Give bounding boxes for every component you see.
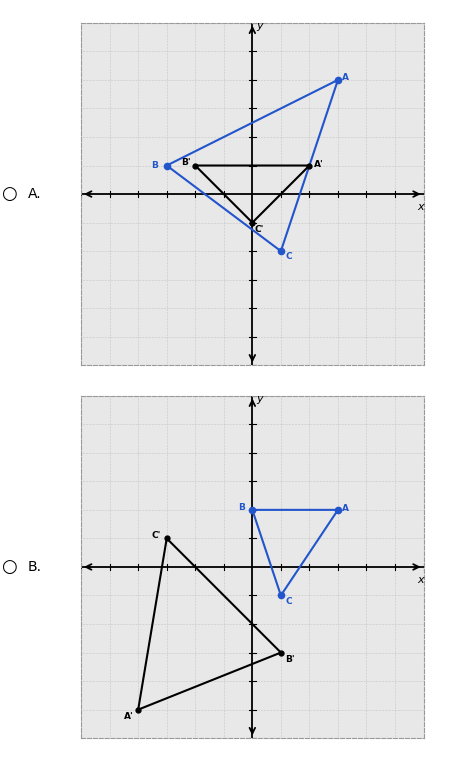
- Text: ○: ○: [1, 185, 17, 203]
- Text: x: x: [417, 202, 424, 212]
- Text: A.: A.: [28, 187, 42, 201]
- Text: C: C: [285, 597, 292, 606]
- Text: y: y: [256, 393, 263, 403]
- Text: ○: ○: [1, 558, 17, 576]
- Text: B: B: [238, 502, 245, 511]
- Text: A: A: [342, 72, 349, 81]
- Text: y: y: [256, 21, 263, 30]
- Text: C: C: [285, 253, 292, 261]
- Text: B.: B.: [28, 560, 42, 574]
- Text: C': C': [255, 225, 264, 234]
- Text: x: x: [417, 575, 424, 584]
- Text: C': C': [151, 531, 160, 540]
- Text: A': A': [124, 712, 134, 721]
- Text: A': A': [314, 160, 324, 169]
- Text: A: A: [342, 504, 349, 513]
- Text: B': B': [285, 655, 295, 664]
- Text: B: B: [151, 161, 158, 170]
- Text: B': B': [181, 158, 191, 167]
